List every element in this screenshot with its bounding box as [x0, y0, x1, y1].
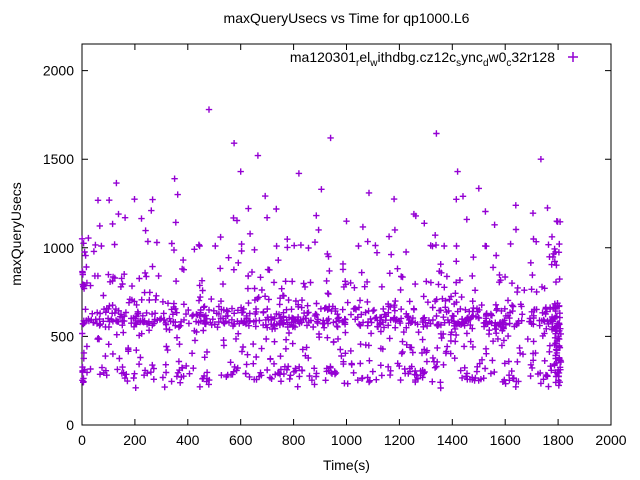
scatter-points [78, 106, 565, 392]
legend-plus-marker-icon [568, 52, 578, 62]
x-tick-label: 200 [123, 432, 147, 448]
chart-title: maxQueryUsecs vs Time for qp1000.L6 [223, 10, 470, 26]
legend-label-segment: d [482, 57, 489, 69]
x-tick-label: 0 [78, 432, 86, 448]
y-tick-label: 1000 [43, 240, 74, 256]
x-tick-label: 800 [282, 432, 306, 448]
legend-label-segment: s [456, 57, 462, 69]
y-tick-label: 0 [66, 417, 74, 433]
legend-label-segment: ithdbg.cz12c [377, 49, 457, 65]
x-tick-label: 400 [176, 432, 200, 448]
x-tick-label: 2000 [595, 432, 626, 448]
legend-label-segment: w0 [488, 49, 507, 65]
x-tick-label: 1000 [331, 432, 362, 448]
legend-series-label: ma120301relwithdbg.cz12csyncdw0c32r128 [289, 49, 555, 68]
legend-label-segment: r [356, 57, 360, 69]
legend-label-segment: ync [461, 49, 483, 65]
legend-label-segment: 32r128 [511, 49, 555, 65]
x-tick-label: 1400 [437, 432, 468, 448]
x-tick-label: 1200 [384, 432, 415, 448]
y-tick-label: 500 [51, 328, 75, 344]
axis-ticks [81, 44, 612, 426]
legend-label-segment: w [370, 57, 378, 69]
x-tick-label: 1600 [490, 432, 521, 448]
x-axis-title: Time(s) [323, 457, 370, 473]
x-tick-label: 1800 [543, 432, 574, 448]
legend-label-segment: el [359, 49, 371, 65]
x-tick-label: 600 [229, 432, 253, 448]
y-tick-label: 1500 [43, 151, 74, 167]
legend: ma120301relwithdbg.cz12csyncdw0c32r128 [289, 49, 579, 68]
y-tick-label: 2000 [43, 63, 74, 79]
legend-label-segment: ma120301 [289, 49, 357, 65]
legend-label-segment: c [506, 57, 512, 69]
